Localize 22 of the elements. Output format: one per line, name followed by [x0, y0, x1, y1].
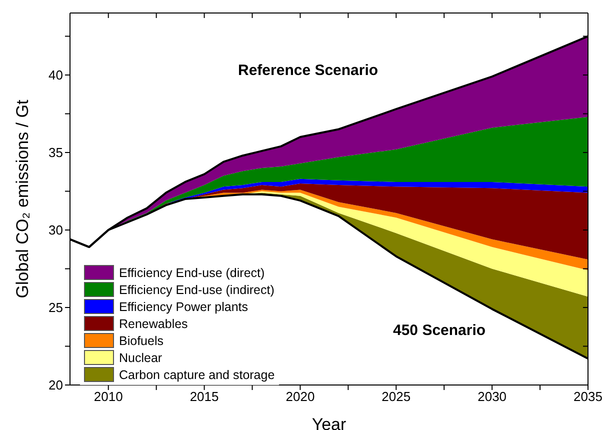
annotation: 450 Scenario: [393, 322, 486, 339]
y-tick-label: 25: [48, 300, 63, 316]
x-tick-label: 2025: [382, 389, 411, 404]
legend-label: Efficiency End-use (indirect): [119, 282, 274, 296]
x-tick-label: 2030: [478, 389, 507, 404]
x-tick-label: 2020: [286, 389, 315, 404]
legend-label: Biofuels: [119, 334, 164, 348]
annotation: Reference Scenario: [238, 62, 378, 79]
legend-label: Nuclear: [119, 350, 162, 364]
y-tick-label: 40: [48, 68, 63, 83]
y-tick-label: 20: [48, 378, 63, 393]
x-tick-label: 2015: [190, 389, 219, 404]
legend-label: Efficiency Power plants: [119, 300, 248, 314]
x-axis-title: Year: [312, 415, 347, 430]
y-tick-label: 35: [48, 145, 63, 160]
legend-label: Efficiency End-use (direct): [119, 266, 265, 280]
y-tick-label: 30: [48, 222, 63, 238]
x-tick-label: 2010: [94, 389, 123, 404]
legend-label: Carbon capture and storage: [119, 368, 275, 382]
x-tick-label: 2035: [574, 389, 602, 404]
y-axis-title: Global CO₂ emissions / Gt: [13, 100, 32, 298]
legend-label: Renewables: [119, 316, 188, 330]
